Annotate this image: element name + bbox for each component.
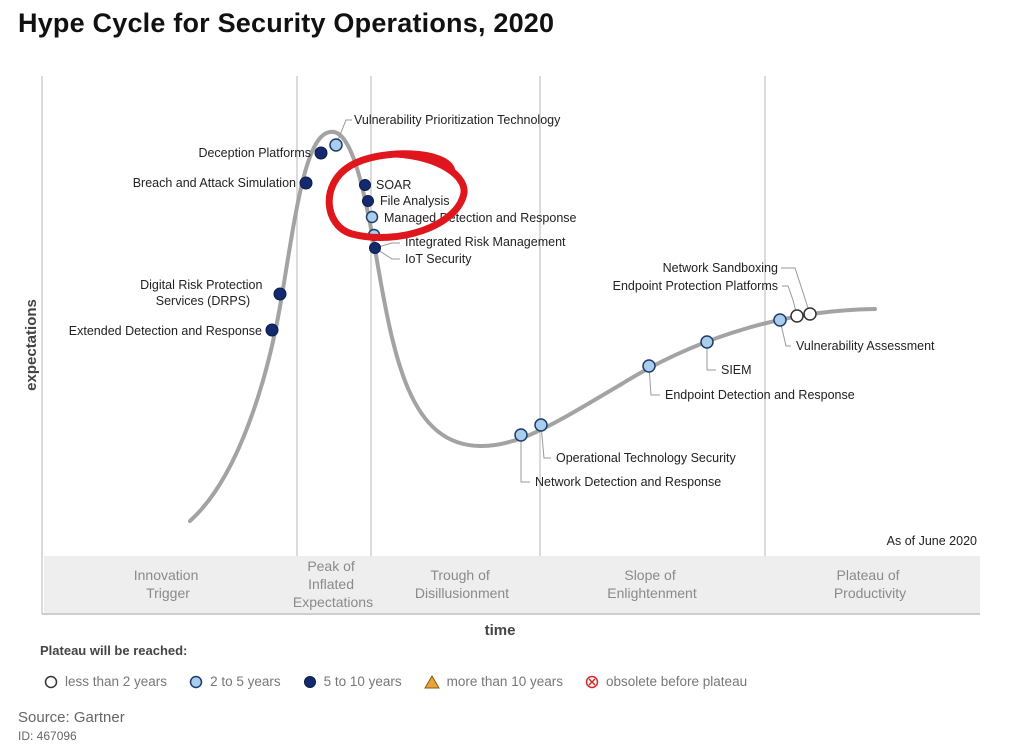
dark-blue-circle-icon [303, 675, 316, 688]
tech-network-sandboxing: Network Sandboxing [663, 261, 817, 321]
legend-items: less than 2 years 2 to 5 years 5 to 10 y… [44, 674, 769, 689]
hype-curve [188, 129, 877, 523]
tech-label: Extended Detection and Response [69, 324, 262, 338]
tech-deception-platforms: Deception Platforms [198, 146, 328, 160]
plateau-5to10-marker [299, 176, 313, 190]
source-credit: Source: Gartner [18, 709, 125, 726]
tech-file-analysis: File Analysis [362, 194, 449, 208]
legend-label: 2 to 5 years [210, 674, 281, 689]
plateau-lt2-marker [803, 307, 817, 321]
tech-endpoint-protection-platforms: Endpoint Protection Platforms [613, 279, 804, 323]
legend-item-lt2: less than 2 years [44, 674, 167, 689]
tech-endpoint-detection-and-response: Endpoint Detection and Response [642, 359, 855, 402]
phase-label-innovation: Innovation Trigger [134, 567, 203, 601]
as-of-date: As of June 2020 [887, 534, 977, 548]
plateau-lt2-marker [790, 309, 804, 323]
document-id: ID: 467096 [18, 729, 77, 743]
tech-label: Endpoint Detection and Response [665, 388, 855, 402]
tech-label: Digital Risk Protection Services (DRPS) [140, 278, 266, 308]
tech-label: SIEM [721, 363, 752, 377]
tech-breach-and-attack-simulation: Breach and Attack Simulation [133, 176, 313, 190]
light-blue-circle-icon [189, 675, 203, 688]
phase-label-slope: Slope of Enlightenment [607, 567, 697, 601]
plateau-5to10-marker [273, 287, 287, 301]
tech-label: Network Detection and Response [535, 475, 721, 489]
hype-cycle-chart: Innovation Trigger Peak of Inflated Expe… [23, 76, 980, 639]
tech-label: Network Sandboxing [663, 261, 778, 275]
legend-title: Plateau will be reached: [40, 643, 188, 658]
y-axis-label: expectations [23, 299, 40, 391]
tech-network-detection-and-response: Network Detection and Response [514, 428, 721, 489]
plateau-5to10-marker [369, 242, 381, 254]
plateau-5to10-marker [265, 323, 279, 337]
tech-label: Breach and Attack Simulation [133, 176, 296, 190]
tech-label: SOAR [376, 178, 411, 192]
tech-label: Vulnerability Assessment [796, 339, 935, 353]
tech-extended-detection-and-response: Extended Detection and Response [69, 323, 279, 338]
tech-label: Endpoint Protection Platforms [613, 279, 778, 293]
phase-label-plateau: Plateau of Productivity [834, 567, 906, 601]
legend-item-2to5: 2 to 5 years [189, 674, 281, 689]
phase-band [44, 556, 980, 613]
tech-managed-detection-and-response: Managed Detection and Response [365, 210, 577, 225]
legend-label: less than 2 years [65, 674, 168, 689]
x-axis-label: time [485, 622, 516, 639]
orange-triangle-icon [423, 674, 440, 688]
legend-item-gt10: more than 10 years [423, 674, 563, 689]
tech-label: Managed Detection and Response [384, 211, 577, 225]
tech-label: Vulnerability Prioritization Technology [354, 113, 561, 127]
tech-label: Operational Technology Security [556, 451, 736, 465]
tech-operational-technology-security: Operational Technology Security [534, 418, 736, 465]
plateau-2to5-marker [365, 210, 379, 224]
plateau-5to10-marker [362, 195, 374, 207]
tech-vulnerability-assessment: Vulnerability Assessment [773, 313, 935, 353]
plateau-5to10-marker [359, 179, 371, 191]
tech-vulnerability-prioritization-technology: Vulnerability Prioritization Technology [329, 113, 561, 152]
red-crossed-circle-icon [585, 675, 599, 688]
red-annotation-circle [325, 150, 468, 241]
plateau-2to5-marker [700, 335, 714, 349]
plateau-2to5-marker [534, 418, 548, 432]
tech-siem: SIEM [700, 335, 752, 377]
chart-title: Hype Cycle for Security Operations, 2020 [18, 8, 555, 38]
plateau-5to10-marker [314, 146, 328, 160]
plateau-2to5-marker [329, 138, 343, 152]
tech-digital-risk-protection-services: Digital Risk Protection Services (DRPS) [140, 278, 287, 308]
legend: Plateau will be reached: less than 2 yea… [40, 643, 769, 689]
leader-lines [335, 119, 811, 483]
plateau-2to5-marker [642, 359, 656, 373]
plateau-2to5-marker [773, 313, 787, 327]
white-circle-icon [44, 675, 58, 688]
phase-label-trough: Trough of Disillusionment [415, 567, 509, 601]
tech-label: Integrated Risk Management [405, 235, 566, 249]
legend-label: obsolete before plateau [605, 674, 748, 689]
tech-soar: SOAR [359, 178, 411, 192]
tech-iot-security: IoT Security [369, 242, 472, 266]
legend-label: 5 to 10 years [323, 674, 402, 689]
legend-label: more than 10 years [446, 674, 563, 689]
phase-label-peak: Peak of Inflated Expectations [293, 558, 373, 610]
plateau-2to5-marker [514, 428, 528, 442]
tech-label: File Analysis [380, 194, 449, 208]
tech-label: Deception Platforms [198, 146, 311, 160]
legend-item-obsolete: obsolete before plateau [585, 674, 747, 689]
legend-item-5to10: 5 to 10 years [303, 674, 402, 689]
tech-label: IoT Security [405, 252, 472, 266]
